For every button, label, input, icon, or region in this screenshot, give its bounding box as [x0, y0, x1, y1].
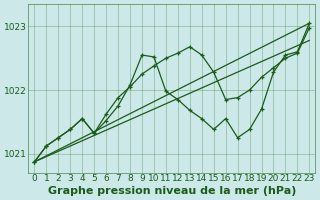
X-axis label: Graphe pression niveau de la mer (hPa): Graphe pression niveau de la mer (hPa)	[48, 186, 296, 196]
